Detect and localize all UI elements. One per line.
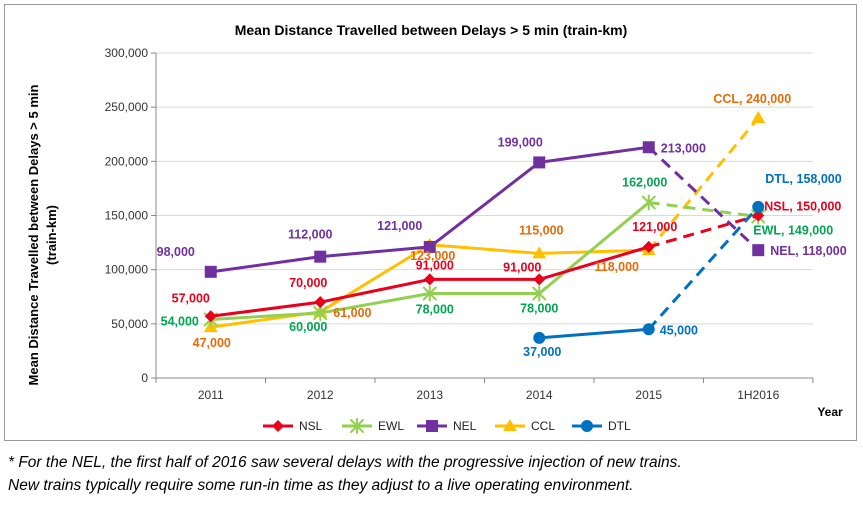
nel-data-label: 199,000 [498, 135, 543, 149]
legend-label: EWL [378, 419, 404, 433]
legend-label: DTL [608, 419, 631, 433]
nsl-point [533, 273, 546, 286]
nsl-data-label: NSL, 150,000 [764, 200, 841, 214]
chart-title: Mean Distance Travelled between Delays >… [235, 22, 628, 38]
nsl-point [642, 240, 655, 253]
ewl-point [532, 285, 547, 302]
dtl-data-label: 45,000 [660, 323, 698, 337]
y-axis-label: Mean Distance Travelled between Delays >… [26, 84, 41, 385]
ewl-dashed-segment [648, 201, 759, 219]
x-tick-label: 2015 [635, 388, 662, 402]
legend-marker [350, 418, 364, 434]
dtl-point [642, 323, 655, 336]
ccl-data-label: CCL, 240,000 [713, 92, 791, 106]
ccl-data-label: 61,000 [333, 306, 371, 320]
ewl-point [641, 194, 656, 211]
y-tick-label: 300,000 [105, 46, 149, 60]
nsl-point [204, 310, 217, 323]
nel-data-label: NEL, 118,000 [770, 244, 846, 258]
legend-marker [503, 419, 517, 431]
ccl-data-label: 115,000 [519, 223, 564, 237]
nel-data-label: 121,000 [377, 219, 422, 233]
dtl-data-label: 37,000 [523, 345, 561, 359]
ewl-data-label: EWL, 149,000 [753, 224, 833, 238]
dtl-line [539, 327, 649, 340]
footnote-line-2: New trains typically require some run-in… [8, 477, 634, 494]
dtl-data-label: DTL, 158,000 [765, 172, 841, 186]
legend-marker [272, 420, 284, 432]
x-tick-label: 2014 [526, 388, 553, 402]
nel-data-label: 112,000 [288, 228, 333, 242]
y-axis-label-units: (train-km) [44, 205, 59, 265]
nsl-data-label: 70,000 [289, 276, 327, 290]
legend-item-dtl: DTL [572, 419, 631, 433]
ewl-point [313, 305, 328, 321]
nel-point [204, 265, 217, 278]
nel-point [314, 250, 327, 263]
ccl-point [751, 111, 766, 123]
x-tick-label: 2012 [307, 388, 334, 402]
nsl-data-label: 57,000 [172, 291, 210, 305]
dtl-point [533, 331, 546, 344]
nsl-point [423, 273, 436, 286]
footnote: * For the NEL, the first half of 2016 sa… [8, 451, 858, 497]
dtl-point [752, 200, 765, 213]
nsl-point [752, 209, 765, 222]
ccl-point [532, 246, 547, 259]
chart-frame: Mean Distance Travelled between Delays >… [4, 4, 857, 441]
nel-data-label: 213,000 [661, 141, 706, 155]
dtl-dashed-segment [647, 205, 760, 331]
ccl-data-label: 123,000 [410, 249, 455, 263]
y-tick-label: 50,000 [111, 317, 148, 331]
nsl-point [314, 296, 327, 309]
legend-item-nel: NEL [417, 419, 477, 433]
legend-label: NSL [299, 419, 323, 433]
y-tick-label: 250,000 [105, 100, 149, 114]
ccl-dashed-segment [647, 117, 760, 252]
legend-marker [426, 420, 438, 432]
y-tick-label: 200,000 [105, 154, 149, 168]
line-chart: Mean Distance Travelled between Delays >… [26, 22, 847, 434]
nel-point [533, 156, 546, 169]
ewl-data-label: 78,000 [416, 303, 454, 317]
nel-dashed-segment [647, 146, 760, 252]
x-tick-label: 2011 [198, 388, 224, 402]
legend-item-nsl: NSL [263, 419, 323, 433]
x-tick-label: 1H2016 [737, 388, 779, 402]
legend-label: NEL [453, 419, 477, 433]
ewl-data-label: 54,000 [161, 315, 199, 329]
nel-data-label: 98,000 [157, 245, 195, 259]
nel-point [642, 141, 655, 154]
ewl-data-label: 60,000 [289, 320, 327, 334]
legend-marker [581, 420, 593, 432]
nsl-dashed-segment [648, 214, 759, 249]
x-axis-label: Year [817, 405, 843, 419]
ewl-data-label: 162,000 [622, 176, 667, 190]
x-tick-label: 2013 [416, 388, 443, 402]
ewl-data-label: 78,000 [520, 302, 558, 316]
legend-label: CCL [531, 419, 555, 433]
nsl-data-label: 91,000 [503, 260, 541, 274]
ccl-data-label: 47,000 [193, 336, 231, 350]
nsl-data-label: 91,000 [416, 258, 454, 272]
ccl-data-label: 118,000 [595, 260, 640, 274]
ewl-point [422, 285, 437, 302]
y-tick-label: 150,000 [105, 209, 149, 223]
nel-point [423, 240, 436, 253]
y-tick-label: 0 [141, 371, 148, 385]
nsl-data-label: 121,000 [632, 220, 677, 234]
footnote-line-1: * For the NEL, the first half of 2016 sa… [8, 454, 682, 471]
y-tick-label: 100,000 [105, 263, 149, 277]
nel-point [752, 244, 765, 257]
